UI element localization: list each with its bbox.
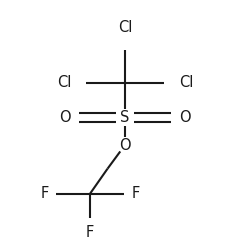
Text: O: O <box>179 110 190 125</box>
Text: Cl: Cl <box>118 20 132 35</box>
Text: O: O <box>119 138 131 152</box>
Text: F: F <box>131 186 140 201</box>
Text: Cl: Cl <box>179 75 193 90</box>
Text: F: F <box>40 186 49 201</box>
Text: S: S <box>120 110 130 125</box>
Text: Cl: Cl <box>57 75 71 90</box>
Text: O: O <box>60 110 71 125</box>
Text: F: F <box>86 225 94 240</box>
